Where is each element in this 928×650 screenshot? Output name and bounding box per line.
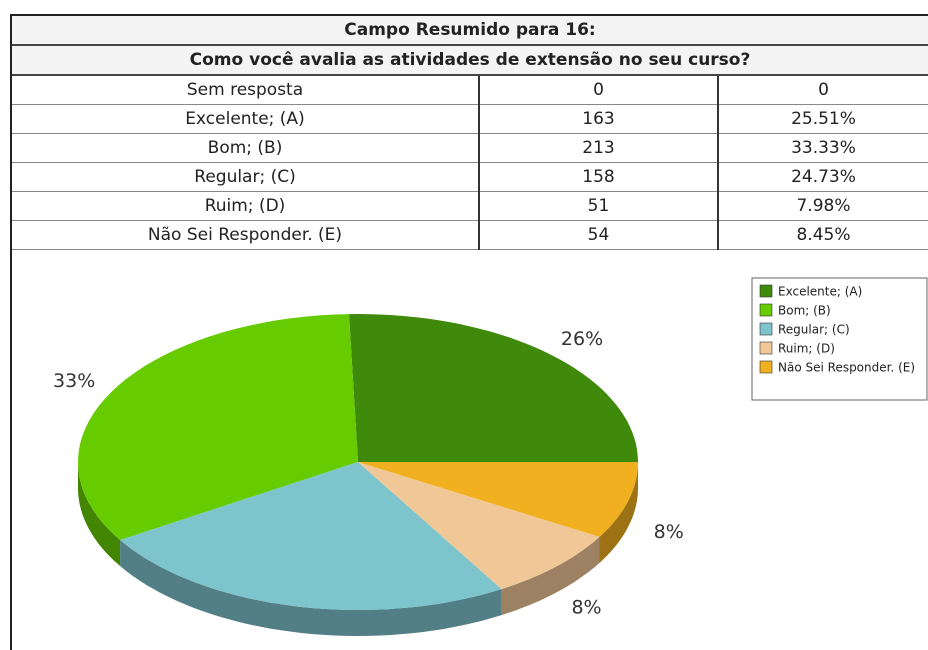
legend-swatch — [759, 360, 773, 374]
table-cell: 213 — [478, 133, 718, 163]
table-row: Não Sei Responder. (E) 54 8.45% — [12, 220, 928, 250]
pie-label: 8% — [654, 521, 684, 543]
table-row: Regular; (C) 158 24.73% — [12, 162, 928, 192]
table-cell: 163 — [478, 104, 718, 134]
legend-label: Não Sei Responder. (E) — [778, 361, 915, 375]
table-cell: 0 — [478, 75, 718, 105]
pie-side — [78, 462, 121, 566]
pie-slice — [358, 462, 638, 537]
table-cell: Regular; (C) — [12, 162, 479, 192]
table-cell: 33.33% — [717, 133, 928, 163]
pie-side — [599, 462, 638, 563]
table-cell: 0 — [717, 75, 928, 105]
pie-slice — [349, 314, 638, 462]
pie-slice — [120, 462, 502, 610]
pie-label: 8% — [571, 596, 601, 618]
legend-box — [751, 277, 928, 401]
legend-swatch — [759, 341, 773, 355]
table-row: Bom; (B) 213 33.33% — [12, 133, 928, 163]
table-cell: 51 — [478, 191, 718, 221]
table-cell: Bom; (B) — [12, 133, 479, 163]
table-cell: Excelente; (A) — [12, 104, 479, 134]
table-row: Sem resposta 0 0 — [12, 75, 928, 105]
document: Campo Resumido para 16: Como você avalia… — [10, 14, 928, 650]
legend-swatch — [759, 284, 773, 298]
legend-swatch — [759, 303, 773, 317]
table-cell: 24.73% — [717, 162, 928, 192]
summary-table: Campo Resumido para 16: Como você avalia… — [12, 16, 928, 250]
table-row: Excelente; (A) 163 25.51% — [12, 104, 928, 134]
table-cell: Ruim; (D) — [12, 191, 479, 221]
legend-label: Bom; (B) — [778, 304, 831, 318]
pie-side — [501, 536, 600, 616]
pie-label: 33% — [53, 370, 95, 392]
table-cell: Não Sei Responder. (E) — [12, 220, 479, 250]
pie-slice — [78, 314, 358, 540]
table-question: Como você avalia as atividades de extens… — [12, 45, 928, 76]
table-cell: 25.51% — [717, 104, 928, 134]
pie-label: 26% — [561, 328, 603, 350]
table-cell: 7.98% — [717, 191, 928, 221]
legend-label: Ruim; (D) — [778, 342, 835, 356]
legend-label: Excelente; (A) — [778, 285, 862, 299]
pie-slice — [358, 462, 600, 590]
table-row: Ruim; (D) 51 7.98% — [12, 191, 928, 221]
legend-swatch — [759, 322, 773, 336]
legend-label: Regular; (C) — [778, 323, 850, 337]
table-title: Campo Resumido para 16: — [12, 16, 928, 46]
table-cell: 54 — [478, 220, 718, 250]
table-cell: 8.45% — [717, 220, 928, 250]
pie-side — [120, 540, 502, 636]
table-cell: 158 — [478, 162, 718, 192]
table-cell: Sem resposta — [12, 75, 479, 105]
